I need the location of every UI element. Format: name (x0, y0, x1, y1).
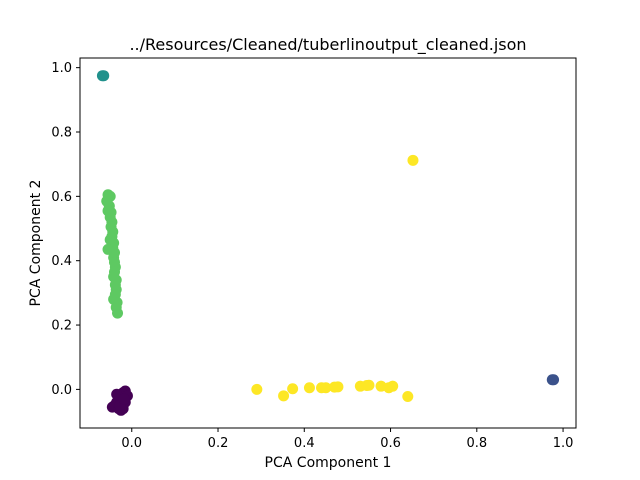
ticks-layer: 0.0 0.2 0.4 0.6 0.8 1.0 0.0 0.2 0.4 0.6 0.8 1.0 (51, 61, 573, 451)
y-tick-label: 1.0 (51, 61, 72, 76)
y-tick-label: 0.2 (51, 319, 72, 334)
data-point (320, 382, 332, 394)
data-point (287, 383, 299, 395)
data-point (332, 381, 344, 393)
data-point (387, 380, 399, 392)
data-point (402, 390, 414, 402)
y-tick-label: 0.6 (51, 190, 72, 205)
data-point (118, 393, 130, 405)
data-point (278, 390, 290, 402)
points-layer (96, 70, 560, 416)
cluster-1-points (546, 374, 560, 386)
y-axis-label: PCA Component 2 (28, 180, 44, 307)
x-tick-label: 1.0 (553, 436, 574, 451)
cluster-0-points (106, 385, 133, 416)
data-point (363, 379, 375, 391)
x-tick-label: 0.0 (121, 436, 142, 451)
x-tick-label: 0.4 (294, 436, 315, 451)
data-point (112, 307, 124, 319)
data-point (98, 70, 110, 82)
plot-frame (79, 57, 577, 429)
x-tick-label: 0.6 (380, 436, 401, 451)
cluster-2-points (96, 70, 110, 82)
cluster-3-points (101, 189, 124, 319)
chart-title: ../Resources/Cleaned/tuberlinoutput_clea… (129, 35, 526, 55)
x-tick-label: 0.8 (466, 436, 487, 451)
y-tick-label: 0.4 (51, 254, 72, 269)
data-point (303, 382, 315, 394)
cluster-4-points (251, 154, 419, 402)
x-tick-label: 0.2 (208, 436, 229, 451)
y-tick-label: 0.8 (51, 126, 72, 141)
data-point (407, 154, 419, 166)
y-tick-label: 0.0 (51, 383, 72, 398)
x-axis-label: PCA Component 1 (265, 455, 392, 471)
data-point (251, 383, 263, 395)
data-point (548, 374, 560, 386)
